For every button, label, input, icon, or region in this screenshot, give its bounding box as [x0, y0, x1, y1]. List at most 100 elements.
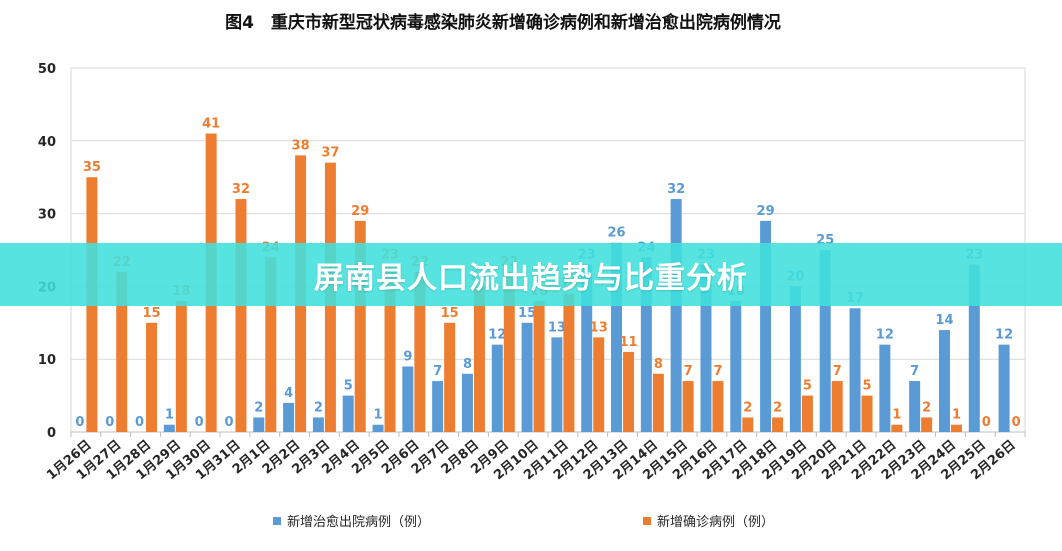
data-label-recovered: 2	[254, 400, 263, 415]
bar-recovered	[312, 417, 324, 432]
data-label-confirmed: 5	[863, 379, 872, 394]
bar-confirmed	[175, 300, 187, 432]
bar-recovered	[849, 308, 861, 432]
data-label-recovered: 29	[757, 204, 775, 219]
data-label-recovered: 7	[910, 364, 919, 379]
data-label-recovered: 1	[374, 408, 383, 423]
bar-recovered	[372, 424, 384, 432]
data-label-recovered: 32	[667, 182, 685, 197]
data-label-recovered: 0	[105, 415, 114, 430]
bar-recovered	[551, 337, 563, 432]
data-label-confirmed: 5	[803, 379, 812, 394]
data-label-recovered: 12	[488, 328, 506, 343]
data-label-confirmed: 15	[142, 306, 160, 321]
bar-recovered	[670, 199, 682, 432]
data-label-confirmed: 7	[684, 364, 693, 379]
data-label-recovered: 8	[463, 357, 472, 372]
bar-recovered	[342, 395, 354, 432]
bar-recovered	[998, 344, 1010, 432]
banner-title: 屏南县人口流出趋势与比重分析	[314, 260, 748, 296]
bar-confirmed	[921, 417, 933, 432]
bar-confirmed	[265, 257, 277, 432]
bar-recovered	[789, 286, 801, 432]
data-label-recovered: 15	[518, 306, 536, 321]
data-label-confirmed: 2	[743, 400, 752, 415]
legend-label-confirmed: 新增确诊病例（例）	[657, 514, 774, 530]
data-label-recovered: 0	[135, 415, 144, 430]
data-label-confirmed: 29	[351, 204, 369, 219]
data-label-recovered: 0	[195, 415, 204, 430]
data-label-confirmed: 2	[922, 400, 931, 415]
bar-confirmed	[146, 322, 158, 432]
bar-confirmed	[384, 264, 396, 432]
data-label-confirmed: 0	[982, 415, 991, 430]
overlay-banner: 屏南县人口流出趋势与比重分析	[0, 243, 1062, 306]
data-label-confirmed: 1	[952, 408, 961, 423]
bar-confirmed	[801, 395, 813, 432]
data-label-recovered: 0	[224, 415, 233, 430]
bar-confirmed	[861, 395, 873, 432]
data-label-recovered: 7	[433, 364, 442, 379]
bar-recovered	[640, 257, 652, 432]
bar-confirmed	[772, 417, 784, 432]
y-tick-label: 0	[47, 426, 56, 441]
data-label-recovered: 1	[165, 408, 174, 423]
bar-recovered	[402, 366, 414, 432]
data-label-recovered: 4	[284, 386, 293, 401]
data-label-confirmed: 13	[590, 320, 608, 335]
y-tick-label: 30	[38, 208, 56, 223]
data-label-recovered: 12	[876, 328, 894, 343]
chart-title: 图4 重庆市新型冠状病毒感染肺炎新增确诊病例和新增治愈出院病例情况	[225, 12, 781, 33]
data-label-confirmed: 41	[202, 117, 220, 132]
bar-confirmed	[116, 271, 128, 432]
bar-confirmed	[950, 424, 962, 432]
legend-label-recovered: 新增治愈出院病例（例）	[287, 514, 430, 530]
bar-recovered	[968, 264, 980, 432]
bar-recovered	[521, 322, 533, 432]
bar-confirmed	[712, 381, 724, 432]
bar-recovered	[461, 373, 473, 432]
bar-recovered	[938, 330, 950, 432]
bar-confirmed	[503, 271, 515, 432]
bar-confirmed	[563, 293, 575, 432]
bar-confirmed	[831, 381, 843, 432]
data-label-confirmed: 32	[232, 182, 250, 197]
bar-confirmed	[533, 300, 545, 432]
data-label-confirmed: 15	[441, 306, 459, 321]
bar-confirmed	[235, 199, 247, 432]
bar-recovered	[700, 264, 712, 432]
data-label-recovered: 5	[344, 379, 353, 394]
bar-confirmed	[652, 373, 664, 432]
bar-recovered	[581, 264, 593, 432]
bar-recovered	[432, 381, 444, 432]
bar-confirmed	[414, 271, 426, 432]
y-tick-label: 50	[38, 62, 56, 77]
data-label-recovered: 2	[314, 400, 323, 415]
bar-recovered	[760, 220, 772, 432]
data-label-confirmed: 7	[713, 364, 722, 379]
data-label-recovered: 14	[935, 313, 953, 328]
y-tick-label: 40	[38, 135, 56, 150]
bar-recovered	[163, 424, 175, 432]
bar-recovered	[611, 242, 623, 432]
legend-swatch-recovered	[273, 517, 281, 525]
data-label-recovered: 12	[995, 328, 1013, 343]
data-label-confirmed: 35	[83, 160, 101, 175]
bar-confirmed	[891, 424, 903, 432]
bar-recovered	[730, 300, 742, 432]
data-label-confirmed: 38	[292, 138, 310, 153]
data-label-confirmed: 37	[321, 146, 339, 161]
bar-confirmed	[354, 220, 366, 432]
data-label-recovered: 26	[607, 226, 625, 241]
data-label-confirmed: 7	[833, 364, 842, 379]
bar-recovered	[491, 344, 503, 432]
data-label-recovered: 0	[75, 415, 84, 430]
data-label-confirmed: 1	[892, 408, 901, 423]
y-tick-label: 10	[38, 353, 56, 368]
data-label-confirmed: 0	[1012, 415, 1021, 430]
bar-recovered	[819, 250, 831, 432]
bar-recovered	[253, 417, 265, 432]
bar-confirmed	[593, 337, 605, 432]
data-label-recovered: 13	[548, 320, 566, 335]
bar-confirmed	[682, 381, 694, 432]
